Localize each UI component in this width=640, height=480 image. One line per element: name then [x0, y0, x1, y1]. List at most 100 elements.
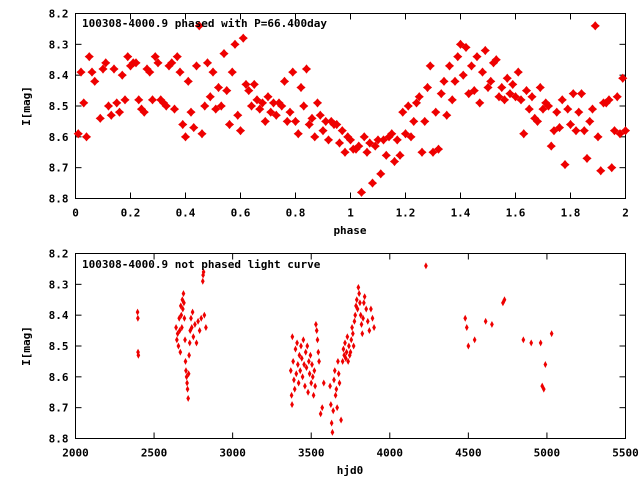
- unphased-data-point: [175, 330, 180, 338]
- phased-data-point: [241, 79, 251, 90]
- unphased-data-point: [350, 324, 354, 331]
- phased-data-point: [563, 104, 573, 114]
- phased-data-point: [109, 64, 119, 74]
- phased-data-point: [370, 141, 380, 151]
- phased-data-point: [521, 85, 532, 96]
- unphased-data-point: [466, 342, 471, 350]
- unphased-data-point: [331, 407, 336, 415]
- phased-data-point: [420, 116, 430, 127]
- unphased-data-point: [312, 367, 317, 375]
- phased-data-point: [510, 92, 521, 102]
- phased-data-point: [516, 95, 526, 105]
- phased-data-point: [477, 67, 488, 77]
- phased-data-point: [508, 79, 518, 90]
- unphased-data-point: [521, 336, 526, 344]
- unphased-data-point: [292, 385, 297, 393]
- phased-data-point: [359, 132, 369, 142]
- phased-data-point: [392, 135, 402, 145]
- unphased-data-point: [299, 354, 304, 362]
- unphased-ytick-label: 8.3: [49, 278, 69, 291]
- phased-xtick-label: 0: [72, 207, 79, 220]
- unphased-ytick-label: 8.8: [49, 433, 69, 446]
- phased-data-point: [615, 129, 625, 139]
- unphased-data-point: [543, 361, 548, 368]
- phased-xtick-label: 1.4: [451, 207, 471, 220]
- phased-data-point: [282, 116, 292, 127]
- phased-data-point: [552, 107, 562, 117]
- phased-data-point: [406, 132, 416, 142]
- unphased-data-point: [187, 339, 192, 347]
- unphased-data-point: [289, 391, 294, 399]
- unphased-xtick-label: 5000: [534, 447, 561, 460]
- unphased-data-point: [364, 305, 369, 313]
- unphased-ytick-label: 8.2: [49, 248, 69, 261]
- unphased-data-point: [290, 401, 294, 409]
- unphased-data-point: [177, 314, 182, 322]
- phased-data-point: [596, 166, 606, 176]
- unphased-data-point: [197, 327, 202, 335]
- unphased-data-point: [362, 299, 366, 307]
- unphased-data-point: [302, 361, 306, 368]
- phased-data-point: [411, 98, 422, 108]
- phased-data-point: [422, 82, 433, 93]
- phased-data-point: [450, 76, 460, 86]
- phased-data-point: [414, 92, 424, 102]
- phased-data-point: [227, 67, 237, 77]
- phased-data-point: [153, 58, 163, 68]
- phased-data-point: [356, 187, 367, 197]
- unphased-ytick-label: 8.4: [49, 309, 69, 322]
- phased-data-point: [186, 107, 196, 117]
- unphased-data-point: [549, 330, 554, 338]
- unphased-data-point: [186, 394, 191, 402]
- unphased-data-point: [202, 311, 207, 319]
- phased-data-point: [266, 107, 276, 117]
- phased-data-point: [365, 138, 375, 148]
- phased-data-point: [604, 95, 614, 105]
- phased-data-point: [112, 98, 122, 108]
- phased-data-point: [494, 92, 504, 102]
- phased-data-point: [296, 82, 306, 93]
- unphased-data-point: [189, 314, 193, 322]
- phased-data-point: [271, 110, 281, 120]
- phased-data-point: [257, 98, 268, 108]
- unphased-data-point: [187, 351, 191, 359]
- unphased-data-point: [184, 373, 189, 381]
- phased-data-point: [538, 104, 548, 114]
- unphased-data-point: [292, 376, 296, 384]
- unphased-data-point: [182, 299, 186, 307]
- phased-data-point: [211, 104, 221, 114]
- unphased-data-point: [332, 376, 336, 384]
- phased-data-point: [527, 92, 537, 102]
- phased-data-point: [255, 104, 265, 114]
- phased-data-point: [114, 107, 125, 117]
- phased-data-point: [499, 95, 510, 105]
- phased-data-point: [524, 104, 534, 114]
- phased-data-point: [167, 58, 177, 68]
- unphased-data-point: [367, 327, 372, 335]
- phased-xtick-label: 1: [347, 207, 354, 220]
- phased-data-point: [618, 73, 628, 83]
- phased-ytick-label: 8.5: [49, 100, 69, 113]
- unphased-xtick-label: 2000: [62, 447, 89, 460]
- unphased-data-point: [186, 370, 191, 378]
- unphased-ytick-label: 8.5: [49, 340, 69, 353]
- unphased-data-point: [351, 342, 356, 350]
- unphased-data-point: [201, 268, 206, 276]
- phased-data-point: [260, 116, 270, 127]
- unphased-data-point: [183, 336, 187, 344]
- unphased-data-point: [358, 311, 363, 319]
- phased-data-point: [213, 82, 224, 93]
- unphased-xtick-label: 4500: [455, 447, 482, 460]
- unphased-data-point: [344, 348, 349, 356]
- phased-data-point: [304, 119, 314, 130]
- phased-data-point: [191, 61, 202, 71]
- phased-data-point: [535, 82, 545, 93]
- unphased-data-point: [180, 324, 184, 331]
- unphased-data-point: [362, 293, 367, 301]
- unphased-plot-ylabel: I[mag]: [20, 326, 33, 366]
- phased-data-point: [428, 147, 438, 157]
- phased-data-point: [161, 101, 171, 111]
- phased-data-point: [222, 85, 232, 96]
- unphased-data-point: [291, 357, 295, 365]
- phased-data-point: [585, 116, 595, 127]
